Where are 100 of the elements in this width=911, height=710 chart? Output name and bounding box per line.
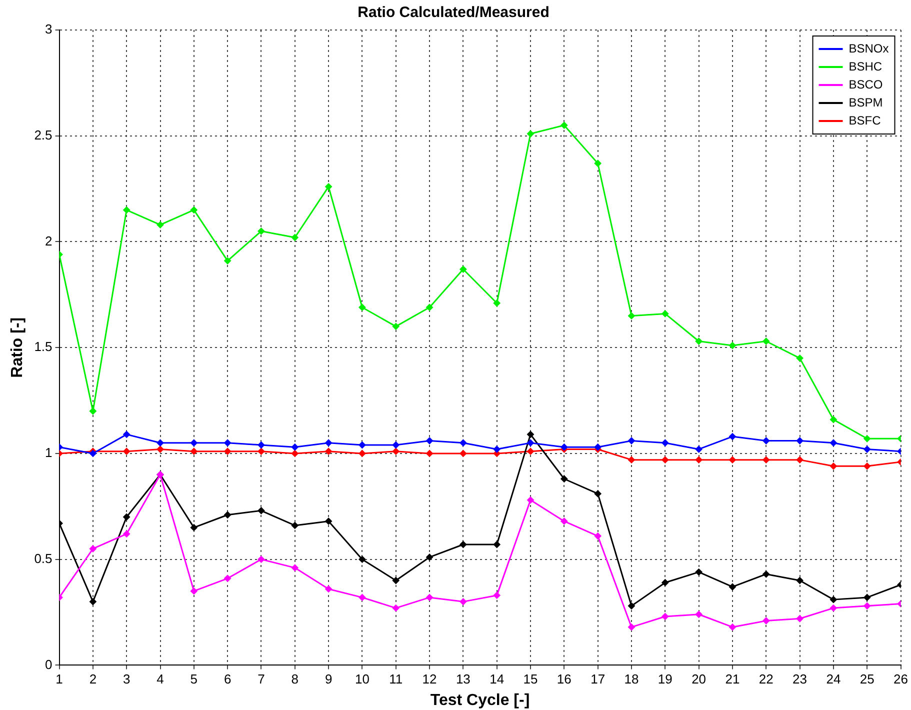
point (830, 439, 837, 446)
point (392, 322, 400, 330)
point (728, 583, 736, 590)
point (358, 556, 366, 563)
point (291, 450, 298, 457)
point (864, 446, 871, 453)
chart-title: Ratio Calculated/Measured (358, 4, 550, 22)
point (762, 456, 770, 464)
point (796, 354, 804, 362)
point (460, 266, 467, 273)
point (830, 604, 837, 612)
point (123, 513, 130, 520)
point (628, 602, 635, 610)
x-axis-title: Test Cycle [-] (430, 692, 530, 709)
x-tick-label: 23 (792, 672, 808, 687)
x-tick-label: 19 (658, 672, 672, 687)
y-tick-label: 2 (45, 233, 52, 248)
point (258, 442, 265, 448)
point (392, 577, 400, 584)
point (560, 518, 568, 525)
point (830, 596, 837, 604)
point (258, 556, 265, 563)
point (392, 604, 400, 612)
x-tick-label: 16 (556, 672, 572, 687)
point (190, 448, 198, 455)
point (628, 312, 635, 320)
x-tick-label: 5 (190, 672, 198, 687)
point (728, 456, 736, 464)
point (426, 554, 434, 561)
x-tick-label: 21 (725, 672, 740, 687)
point (695, 446, 702, 453)
point (358, 304, 366, 311)
point (392, 442, 400, 448)
point (864, 594, 871, 601)
point (460, 439, 467, 446)
point (325, 585, 332, 592)
y-axis-title: Ratio [-] (9, 317, 26, 378)
y-tick-label: 1.5 (34, 339, 52, 354)
legend-label: BSNOx (848, 41, 889, 56)
point (258, 448, 265, 455)
x-tick-label: 3 (122, 672, 130, 687)
point (662, 579, 669, 586)
x-tick-label: 20 (692, 672, 706, 687)
y-tick-label: 3 (45, 22, 52, 37)
x-tick-label: 18 (624, 672, 639, 687)
point (493, 541, 500, 548)
point (594, 490, 602, 498)
x-tick-label: 2 (89, 672, 97, 687)
point (123, 530, 130, 538)
point (224, 574, 232, 582)
point (762, 617, 770, 624)
point (426, 304, 434, 311)
point (190, 588, 198, 595)
point (190, 206, 198, 214)
x-tick-label: 12 (422, 672, 437, 687)
point (762, 570, 770, 578)
y-tick-label: 2.5 (34, 127, 52, 142)
x-tick-label: 25 (860, 672, 874, 687)
point (796, 615, 804, 622)
x-tick-label: 24 (826, 672, 841, 687)
point (224, 439, 232, 446)
x-tick-label: 6 (224, 672, 232, 687)
point (123, 206, 130, 214)
legend-label: BSHC (848, 59, 882, 74)
point (493, 446, 500, 453)
point (493, 300, 500, 307)
y-tick-label: 0.5 (34, 550, 52, 566)
x-tick-label: 26 (894, 672, 908, 687)
point (460, 598, 467, 606)
point (426, 450, 434, 457)
x-tick-label: 10 (354, 672, 370, 687)
x-tick-label: 7 (258, 672, 265, 687)
point (190, 524, 198, 532)
point (123, 430, 130, 438)
point (123, 448, 130, 455)
point (493, 592, 500, 599)
point (662, 456, 669, 464)
point (460, 450, 467, 457)
point (560, 475, 568, 482)
x-tick-label: 1 (56, 672, 63, 687)
point (527, 439, 534, 446)
point (325, 518, 332, 525)
point (527, 448, 534, 455)
y-tick-label: 0 (45, 656, 52, 672)
point (258, 507, 265, 514)
point (291, 234, 298, 241)
point (358, 450, 366, 457)
point (224, 257, 232, 264)
point (258, 228, 265, 235)
legend-label: BSPM (848, 95, 883, 110)
point (728, 342, 736, 349)
point (358, 594, 366, 601)
point (325, 448, 332, 455)
x-tick-label: 22 (758, 672, 774, 687)
point (527, 130, 534, 138)
point (527, 496, 534, 504)
point (291, 444, 298, 451)
y-tick-label: 1 (45, 445, 52, 460)
point (291, 564, 298, 572)
point (628, 456, 635, 464)
